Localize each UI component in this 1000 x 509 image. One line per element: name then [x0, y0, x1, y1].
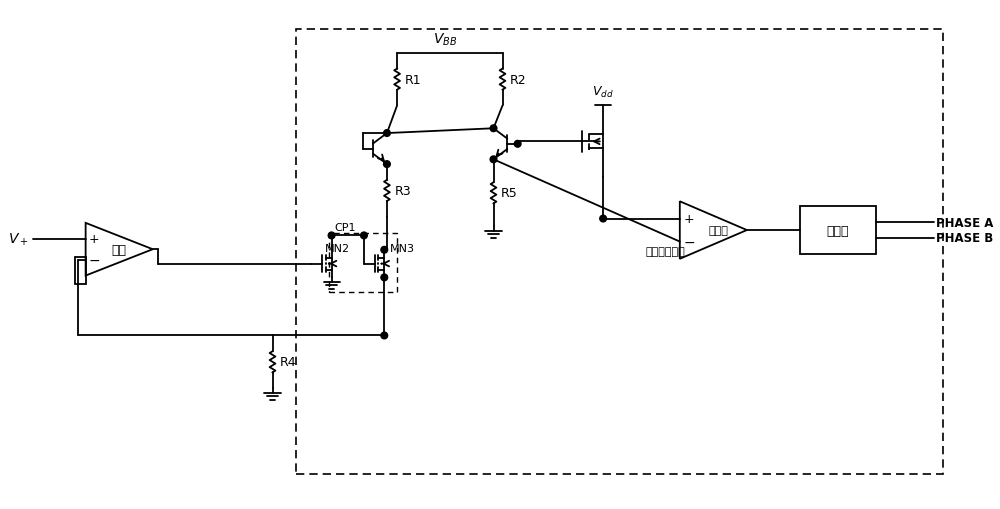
Text: CP1: CP1: [334, 222, 356, 232]
Circle shape: [381, 332, 388, 339]
Text: R2: R2: [510, 73, 527, 87]
Circle shape: [490, 157, 497, 163]
Text: R1: R1: [405, 73, 421, 87]
Circle shape: [381, 274, 388, 281]
Text: $V_{BB}$: $V_{BB}$: [433, 32, 457, 48]
Text: R3: R3: [395, 185, 411, 197]
Text: 运放: 运放: [112, 243, 127, 256]
Circle shape: [384, 130, 390, 137]
Text: 振荡器: 振荡器: [827, 224, 849, 237]
Circle shape: [514, 141, 521, 148]
Text: −: −: [684, 235, 695, 249]
Text: PHASE A: PHASE A: [936, 216, 993, 230]
Text: PHASE B: PHASE B: [936, 232, 993, 245]
Bar: [75, 258, 86, 284]
Circle shape: [384, 161, 390, 168]
Text: MN2: MN2: [325, 244, 350, 253]
Circle shape: [490, 126, 497, 132]
Text: $V_{dd}$: $V_{dd}$: [592, 84, 614, 100]
Text: +: +: [89, 233, 100, 246]
Text: $V_+$: $V_+$: [8, 231, 28, 247]
Bar: [800, 207, 876, 254]
Bar: [296, 30, 943, 474]
Bar: [329, 234, 397, 292]
Text: 带隙基准电压: 带隙基准电压: [646, 247, 685, 257]
Text: R5: R5: [501, 187, 518, 200]
Text: +: +: [684, 213, 695, 225]
Text: MN3: MN3: [390, 244, 415, 253]
Circle shape: [600, 216, 606, 222]
Text: 比较器: 比较器: [708, 225, 728, 236]
Text: R4: R4: [280, 356, 297, 369]
Circle shape: [361, 233, 367, 239]
Circle shape: [328, 233, 335, 239]
Circle shape: [381, 247, 388, 253]
Text: −: −: [88, 253, 100, 267]
